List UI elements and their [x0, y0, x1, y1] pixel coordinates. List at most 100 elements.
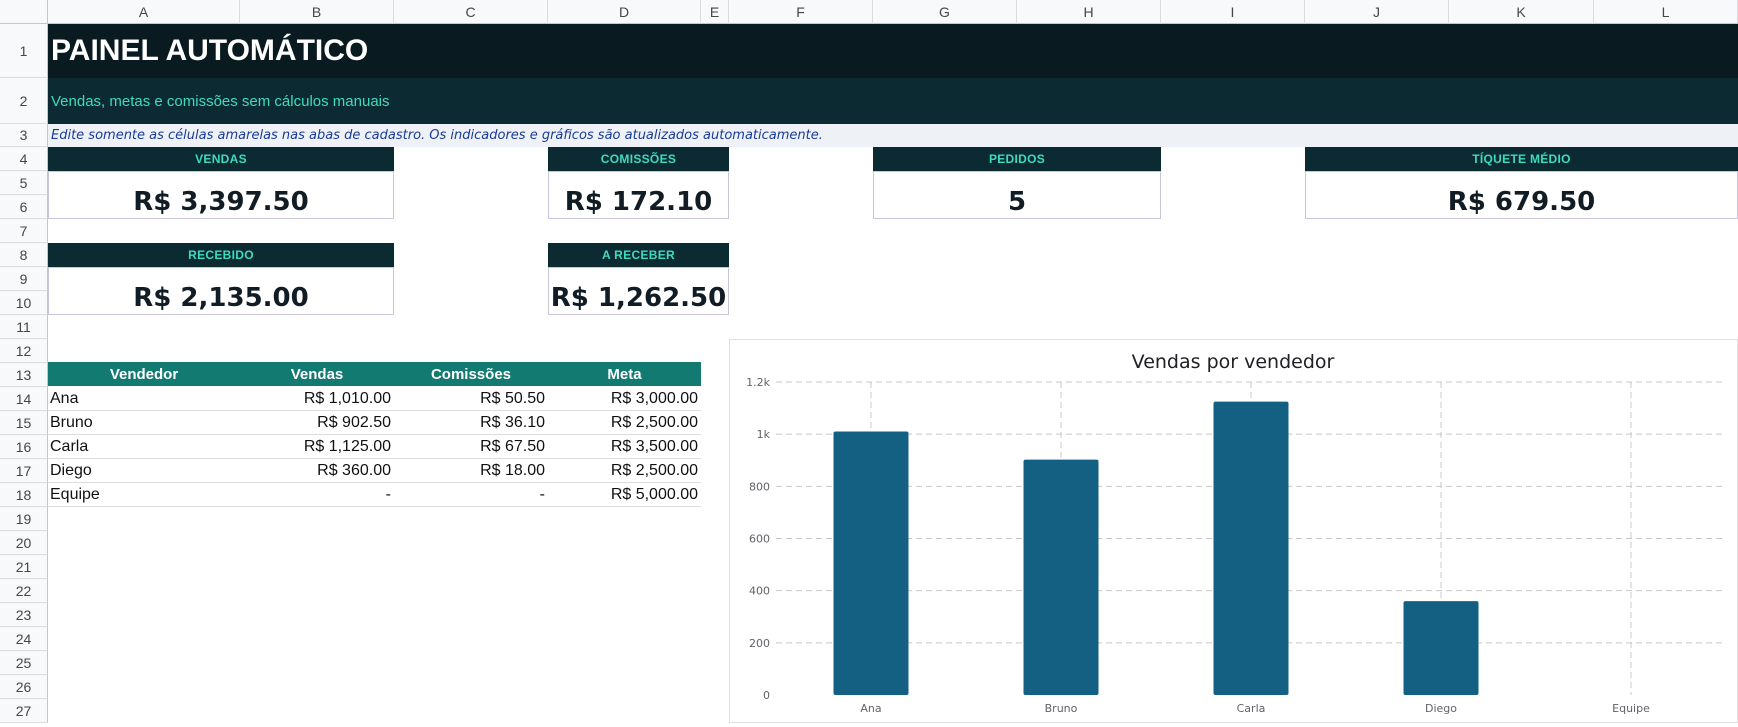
row-header-20[interactable]: 20 [0, 531, 48, 555]
column-header-g[interactable]: G [873, 0, 1017, 24]
column-header-c[interactable]: C [394, 0, 548, 24]
column-header-d[interactable]: D [548, 0, 701, 24]
table-cell-meta[interactable]: R$ 3,500.00 [610, 438, 698, 455]
table-cell-vendedor[interactable]: Equipe [50, 486, 100, 503]
kpi-tiquete-label[interactable]: TÍQUETE MÉDIO [1305, 147, 1738, 171]
kpi-comissoes-label[interactable]: COMISSÕES [548, 147, 729, 171]
column-header-i[interactable]: I [1161, 0, 1305, 24]
row-header-17[interactable]: 17 [0, 459, 48, 483]
row-header-26[interactable]: 26 [0, 675, 48, 699]
table-cell-vendas[interactable]: R$ 1,125.00 [303, 438, 391, 455]
row-header-3[interactable]: 3 [0, 124, 48, 147]
row-header-11[interactable]: 11 [0, 315, 48, 339]
row-header-7[interactable]: 7 [0, 219, 48, 243]
kpi-a-receber-value[interactable]: R$ 1,262.50 [548, 267, 729, 315]
row-header-8[interactable]: 8 [0, 243, 48, 267]
x-category-label: Equipe [1612, 702, 1650, 715]
row-divider [48, 482, 701, 483]
row-header-23[interactable]: 23 [0, 603, 48, 627]
row-divider [48, 434, 701, 435]
table-cell-comissoes[interactable]: R$ 36.10 [480, 414, 545, 431]
bar-ana[interactable] [833, 431, 909, 695]
row-header-16[interactable]: 16 [0, 435, 48, 459]
bar-diego[interactable] [1403, 601, 1479, 695]
row-header-14[interactable]: 14 [0, 387, 48, 411]
dashboard-subtitle[interactable]: Vendas, metas e comissões sem cálculos m… [48, 78, 1738, 124]
column-header-b[interactable]: B [240, 0, 394, 24]
th-comissoes[interactable]: Comissões [430, 365, 512, 383]
chart-title: Vendas por vendedor [1132, 351, 1335, 373]
table-cell-vendedor[interactable]: Bruno [50, 414, 93, 431]
table-cell-vendedor[interactable]: Carla [50, 438, 89, 455]
column-header-l[interactable]: L [1594, 0, 1738, 24]
x-category-label: Carla [1237, 702, 1266, 715]
table-cell-vendas[interactable]: R$ 1,010.00 [303, 390, 391, 407]
row-header-21[interactable]: 21 [0, 555, 48, 579]
y-tick-label: 1k [757, 428, 771, 441]
th-vendas[interactable]: Vendas [290, 365, 344, 383]
y-tick-label: 200 [749, 637, 770, 650]
row-header-13[interactable]: 13 [0, 363, 48, 387]
row-divider [48, 458, 701, 459]
row-header-10[interactable]: 10 [0, 291, 48, 315]
bar-carla[interactable] [1213, 401, 1289, 695]
column-header-j[interactable]: J [1305, 0, 1449, 24]
dashboard-title[interactable]: PAINEL AUTOMÁTICO [48, 24, 1738, 78]
row-divider [48, 410, 701, 411]
row-header-22[interactable]: 22 [0, 579, 48, 603]
table-cell-vendedor[interactable]: Diego [50, 462, 92, 479]
column-header-e[interactable]: E [701, 0, 729, 24]
row-header-5[interactable]: 5 [0, 171, 48, 195]
table-cell-meta[interactable]: R$ 2,500.00 [610, 414, 698, 431]
table-cell-comissoes[interactable]: R$ 67.50 [480, 438, 545, 455]
instructions-note[interactable]: Edite somente as células amarelas nas ab… [48, 124, 1738, 147]
table-header-bar [48, 362, 701, 386]
kpi-recebido-label[interactable]: RECEBIDO [48, 243, 394, 267]
column-header-a[interactable]: A [48, 0, 240, 24]
kpi-tiquete-value[interactable]: R$ 679.50 [1305, 171, 1738, 219]
row-header-24[interactable]: 24 [0, 627, 48, 651]
table-cell-meta[interactable]: R$ 5,000.00 [610, 486, 698, 503]
y-tick-label: 0 [763, 689, 770, 702]
select-all-corner[interactable] [0, 0, 48, 24]
row-header-2[interactable]: 2 [0, 78, 48, 124]
x-category-label: Diego [1425, 702, 1457, 715]
table-cell-vendas[interactable]: - [385, 486, 391, 503]
row-header-25[interactable]: 25 [0, 651, 48, 675]
kpi-vendas-value[interactable]: R$ 3,397.50 [48, 171, 394, 219]
y-tick-label: 400 [749, 585, 770, 598]
row-header-4[interactable]: 4 [0, 147, 48, 171]
y-tick-label: 600 [749, 533, 770, 546]
row-header-6[interactable]: 6 [0, 195, 48, 219]
kpi-pedidos-label[interactable]: PEDIDOS [873, 147, 1161, 171]
table-cell-comissoes[interactable]: R$ 50.50 [480, 390, 545, 407]
table-cell-meta[interactable]: R$ 2,500.00 [610, 462, 698, 479]
kpi-pedidos-value[interactable]: 5 [873, 171, 1161, 219]
table-cell-meta[interactable]: R$ 3,000.00 [610, 390, 698, 407]
row-header-18[interactable]: 18 [0, 483, 48, 507]
y-tick-label: 1.2k [746, 376, 770, 389]
column-header-h[interactable]: H [1017, 0, 1161, 24]
table-cell-comissoes[interactable]: R$ 18.00 [480, 462, 545, 479]
row-header-1[interactable]: 1 [0, 24, 48, 78]
row-header-19[interactable]: 19 [0, 507, 48, 531]
row-header-12[interactable]: 12 [0, 339, 48, 363]
x-category-label: Ana [860, 702, 881, 715]
bar-bruno[interactable] [1023, 459, 1099, 695]
kpi-vendas-label[interactable]: VENDAS [48, 147, 394, 171]
kpi-a-receber-label[interactable]: A RECEBER [548, 243, 729, 267]
table-cell-vendedor[interactable]: Ana [50, 390, 79, 407]
table-cell-vendas[interactable]: R$ 360.00 [317, 462, 391, 479]
th-vendedor[interactable]: Vendedor [109, 365, 179, 383]
column-header-k[interactable]: K [1449, 0, 1594, 24]
table-cell-vendas[interactable]: R$ 902.50 [317, 414, 391, 431]
row-header-15[interactable]: 15 [0, 411, 48, 435]
row-header-9[interactable]: 9 [0, 267, 48, 291]
kpi-recebido-value[interactable]: R$ 2,135.00 [48, 267, 394, 315]
column-header-f[interactable]: F [729, 0, 873, 24]
row-header-27[interactable]: 27 [0, 699, 48, 723]
table-cell-comissoes[interactable]: - [539, 486, 545, 503]
kpi-comissoes-value[interactable]: R$ 172.10 [548, 171, 729, 219]
sales-chart[interactable]: Vendas por vendedor 0 200 400 600 800 1k 1.2k A… [729, 339, 1738, 723]
th-meta[interactable]: Meta [607, 365, 642, 383]
